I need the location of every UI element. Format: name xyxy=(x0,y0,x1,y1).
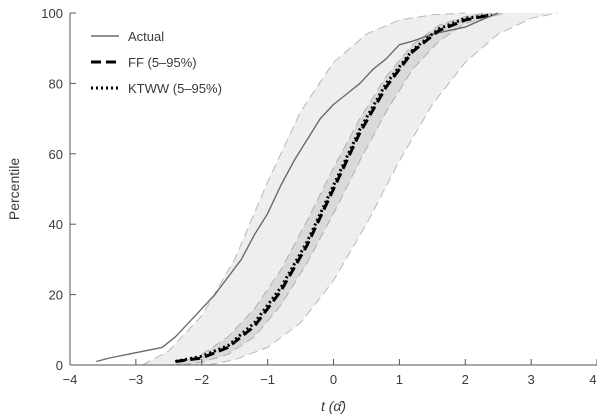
band-outer-fill xyxy=(142,13,558,365)
y-tick-label: 20 xyxy=(49,288,63,303)
legend-label-2: KTWW (5–95%) xyxy=(128,81,222,96)
band-outer-upper-edge xyxy=(142,12,466,366)
y-tick-label: 80 xyxy=(49,76,63,91)
legend-label-1: FF (5–95%) xyxy=(128,55,197,70)
y-axis-label: Percentile xyxy=(6,158,22,220)
y-tick-label: 0 xyxy=(56,358,63,373)
series-line-2 xyxy=(175,13,492,363)
band-inner-fill xyxy=(175,13,505,365)
confidence-bands xyxy=(142,12,558,366)
series-lines xyxy=(96,12,499,363)
x-tick-label: −1 xyxy=(260,372,275,387)
band-inner-upper-edge xyxy=(175,12,486,366)
band-inner-lower-edge xyxy=(181,12,505,366)
x-tick-label: 1 xyxy=(396,372,403,387)
x-tick-label: 0 xyxy=(330,372,337,387)
x-tick-label: −2 xyxy=(194,372,209,387)
x-tick-label: 4 xyxy=(589,372,596,387)
y-tick-label: 40 xyxy=(49,217,63,232)
x-tick-label: −4 xyxy=(63,372,78,387)
y-tick-label: 100 xyxy=(41,6,63,21)
x-axis-label: t (α̂) xyxy=(321,398,346,414)
legend: Actual FF (5–95%) KTWW (5–95%) xyxy=(91,29,222,96)
legend-label-0: Actual xyxy=(128,29,164,44)
band-outer-lower-edge xyxy=(208,12,558,366)
x-tick-label: −3 xyxy=(128,372,143,387)
x-tick-label: 2 xyxy=(462,372,469,387)
y-tick-label: 60 xyxy=(49,147,63,162)
series-line-0 xyxy=(96,12,499,363)
x-tick-label: 3 xyxy=(528,372,535,387)
